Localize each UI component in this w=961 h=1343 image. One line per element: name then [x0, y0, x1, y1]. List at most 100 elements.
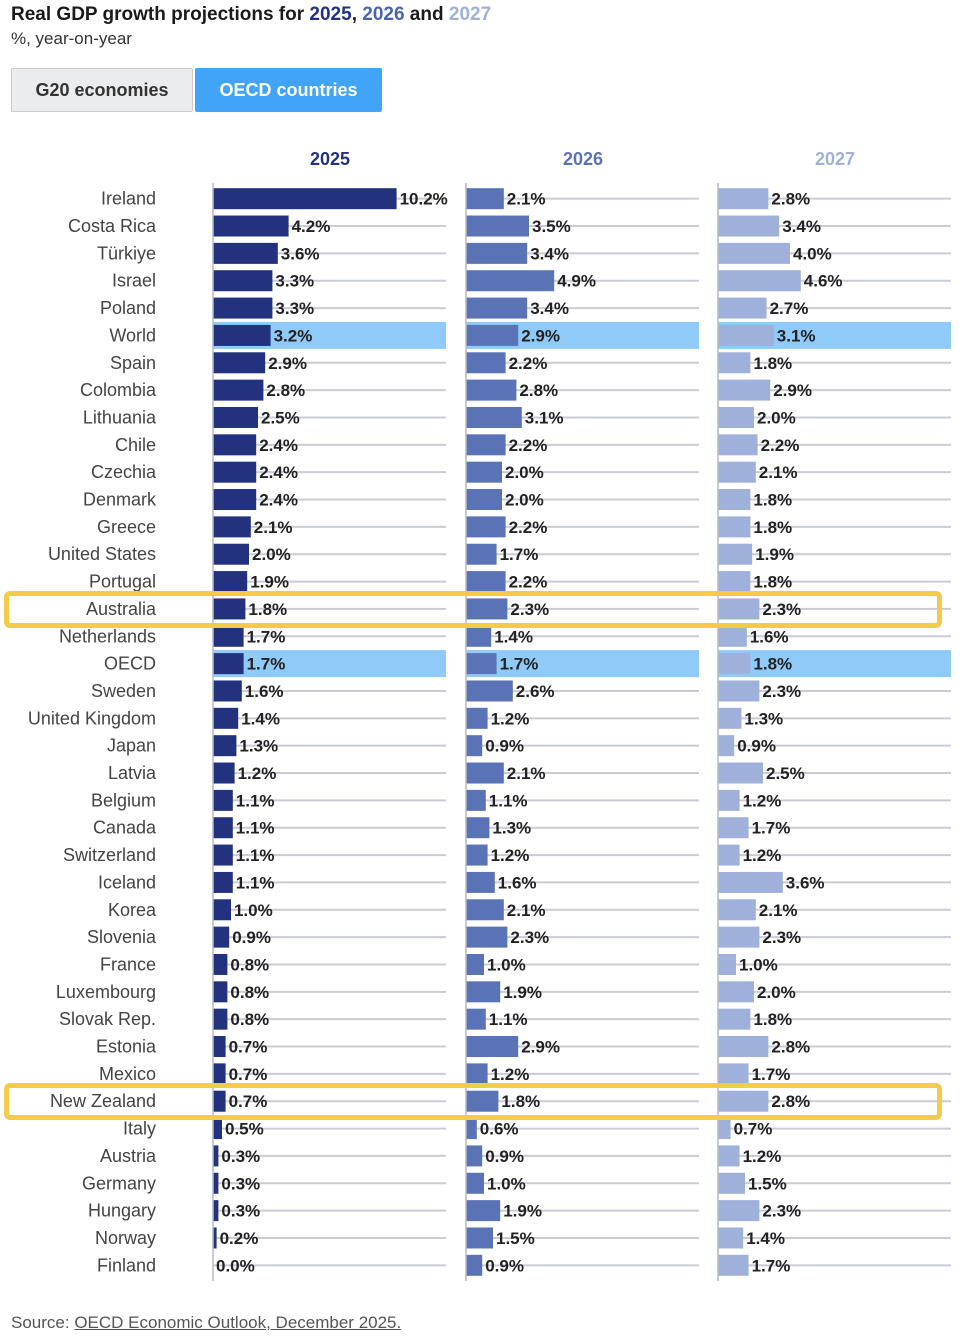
- value-label-2027: 2.3%: [762, 928, 801, 947]
- value-label-2026: 4.9%: [557, 272, 596, 291]
- value-label-2025: 2.5%: [261, 408, 300, 427]
- chart-title: Real GDP growth projections for 2025, 20…: [11, 4, 491, 26]
- value-label-2026: 1.0%: [487, 1174, 526, 1193]
- bar-2027: [718, 461, 756, 483]
- bar-2027: [718, 1227, 744, 1249]
- year-header-2025: 2025: [310, 149, 350, 169]
- value-label-2025: 3.3%: [275, 299, 314, 318]
- value-label-2026: 1.5%: [496, 1229, 535, 1248]
- bar-2026: [466, 817, 490, 839]
- bar-2026: [466, 188, 504, 210]
- country-label: Luxembourg: [56, 982, 156, 1002]
- value-label-2027: 1.6%: [750, 627, 789, 646]
- value-label-2027: 2.3%: [762, 1202, 801, 1221]
- year-header-2026: 2026: [563, 149, 603, 169]
- value-label-2027: 1.8%: [753, 354, 792, 373]
- bar-2025: [213, 434, 257, 456]
- bar-2027: [718, 1145, 740, 1167]
- bar-2026: [466, 844, 488, 866]
- bar-2026: [466, 899, 504, 921]
- country-label: Colombia: [80, 380, 157, 400]
- bar-2027: [718, 297, 767, 319]
- bar-2025: [213, 1063, 226, 1085]
- country-label: Canada: [93, 818, 157, 838]
- value-label-2027: 1.3%: [744, 709, 783, 728]
- value-label-2027: 1.2%: [743, 1147, 782, 1166]
- bar-2026: [466, 871, 495, 893]
- tab-g20-economies[interactable]: G20 economies: [11, 68, 193, 112]
- value-label-2026: 2.0%: [505, 463, 544, 482]
- bar-2026: [466, 598, 508, 620]
- value-label-2026: 2.1%: [507, 190, 546, 209]
- value-label-2027: 2.1%: [759, 463, 798, 482]
- value-label-2027: 2.1%: [759, 901, 798, 920]
- value-label-2025: 4.2%: [292, 217, 331, 236]
- value-label-2026: 2.6%: [516, 682, 555, 701]
- value-label-2025: 1.1%: [236, 846, 275, 865]
- title-year-2026: 2026: [362, 4, 405, 25]
- value-label-2026: 1.8%: [501, 1092, 540, 1111]
- bar-2025: [213, 871, 233, 893]
- bar-2026: [466, 762, 504, 784]
- bar-2027: [718, 735, 735, 757]
- highlight-box-new-zealand: [4, 1083, 942, 1120]
- bar-2026: [466, 789, 486, 811]
- source-link[interactable]: OECD Economic Outlook, December 2025.: [74, 1313, 402, 1332]
- bar-2026: [466, 981, 501, 1003]
- country-label: Germany: [82, 1173, 156, 1193]
- bar-2025: [213, 461, 257, 483]
- bar-2027: [718, 653, 751, 675]
- country-label: Slovenia: [87, 927, 157, 947]
- bar-2025: [213, 899, 231, 921]
- country-label: Türkiye: [97, 243, 156, 263]
- aggregate-band: [718, 650, 951, 678]
- value-label-2025: 1.8%: [248, 600, 287, 619]
- country-label: Lithuania: [83, 407, 157, 427]
- country-label: Sweden: [91, 681, 156, 701]
- value-label-2026: 1.2%: [491, 846, 530, 865]
- value-label-2025: 1.7%: [247, 655, 286, 674]
- title-year-2027: 2027: [448, 4, 492, 25]
- value-label-2026: 1.2%: [491, 1065, 530, 1084]
- bar-2025: [213, 1090, 226, 1112]
- bar-2025: [213, 489, 257, 511]
- bar-2025: [213, 1118, 222, 1140]
- value-label-2025: 0.9%: [232, 928, 271, 947]
- bar-2027: [718, 434, 758, 456]
- bar-2027: [718, 844, 740, 866]
- country-label: United States: [48, 544, 156, 564]
- country-label: Norway: [95, 1228, 156, 1248]
- tab-oecd-countries[interactable]: OECD countries: [195, 68, 382, 112]
- bar-2027: [718, 899, 756, 921]
- country-label: Estonia: [96, 1037, 157, 1057]
- value-label-2025: 2.4%: [259, 491, 298, 510]
- value-label-2027: 1.7%: [752, 1065, 791, 1084]
- country-label: Netherlands: [59, 626, 156, 646]
- country-label: Japan: [107, 736, 156, 756]
- value-label-2025: 0.2%: [220, 1229, 259, 1248]
- bar-2025: [213, 188, 397, 210]
- bar-2025: [213, 1036, 226, 1058]
- country-label: United Kingdom: [28, 708, 156, 728]
- country-label: Spain: [110, 353, 156, 373]
- bar-2026: [466, 1200, 501, 1222]
- bar-2026: [466, 1036, 519, 1058]
- value-label-2026: 1.1%: [489, 1010, 528, 1029]
- bar-2027: [718, 215, 780, 237]
- value-label-2027: 3.4%: [782, 217, 821, 236]
- value-label-2027: 1.0%: [739, 955, 778, 974]
- value-label-2026: 1.7%: [500, 655, 539, 674]
- value-label-2025: 1.6%: [245, 682, 284, 701]
- bar-2027: [718, 516, 751, 538]
- country-label: Mexico: [99, 1064, 156, 1084]
- bar-2026: [466, 489, 502, 511]
- value-label-2027: 1.5%: [748, 1174, 787, 1193]
- value-label-2025: 1.1%: [236, 819, 275, 838]
- bar-2025: [213, 1145, 219, 1167]
- value-label-2026: 2.2%: [509, 436, 548, 455]
- value-label-2025: 1.7%: [247, 627, 286, 646]
- bar-2026: [466, 625, 492, 647]
- value-label-2027: 4.0%: [793, 244, 832, 263]
- value-label-2025: 1.3%: [239, 737, 278, 756]
- bar-2027: [718, 242, 790, 264]
